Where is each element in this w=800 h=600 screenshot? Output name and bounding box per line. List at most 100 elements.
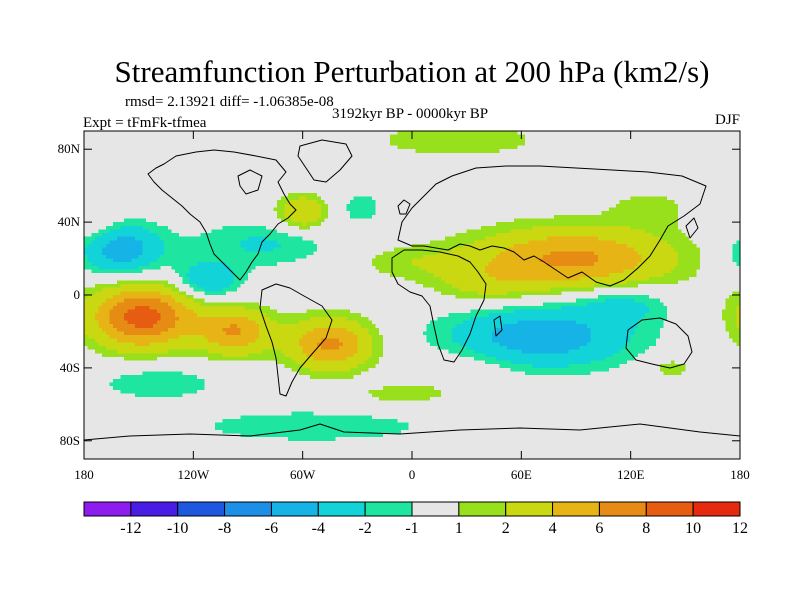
contour-cell — [427, 200, 431, 204]
contour-cell — [354, 222, 358, 226]
contour-cell — [401, 138, 405, 142]
contour-cell — [186, 171, 190, 175]
contour-cell — [456, 142, 460, 146]
contour-cell — [244, 178, 248, 182]
contour-cell — [164, 204, 168, 208]
contour-cell — [725, 218, 729, 222]
contour-cell — [463, 164, 467, 168]
contour-cell — [693, 153, 697, 157]
contour-cell — [292, 178, 296, 182]
contour-cell — [485, 218, 489, 222]
contour-cell — [445, 182, 449, 186]
contour-cell — [569, 204, 573, 208]
contour-cell — [525, 153, 529, 157]
contour-cell — [653, 138, 657, 142]
contour-cell — [259, 208, 263, 212]
contour-cell — [383, 142, 387, 146]
contour-cell — [529, 186, 533, 190]
contour-cell — [168, 171, 172, 175]
contour-cell — [558, 208, 562, 212]
contour-cell — [598, 222, 602, 226]
contour-cell — [532, 208, 536, 212]
contour-cell — [252, 164, 256, 168]
contour-cell — [164, 135, 168, 139]
contour-cell — [274, 215, 278, 219]
contour-cell — [343, 226, 347, 230]
contour-cell — [357, 189, 361, 193]
contour-cell — [456, 215, 460, 219]
contour-cell — [685, 157, 689, 161]
contour-cell — [423, 138, 427, 142]
contour-cell — [547, 178, 551, 182]
contour-cell — [671, 208, 675, 212]
contour-cell — [328, 218, 332, 222]
contour-cell — [193, 131, 197, 135]
contour-cell — [700, 171, 704, 175]
contour-cell — [536, 193, 540, 197]
contour-cell — [157, 189, 161, 193]
contour-cell — [609, 146, 613, 150]
contour-cell — [113, 200, 117, 204]
contour-cell — [456, 229, 460, 233]
contour-cell — [255, 215, 259, 219]
contour-cell — [248, 171, 252, 175]
contour-cell — [179, 182, 183, 186]
contour-cell — [704, 160, 708, 164]
contour-cell — [164, 222, 168, 226]
contour-cell — [653, 178, 657, 182]
contour-cell — [456, 146, 460, 150]
contour-cell — [529, 142, 533, 146]
contour-cell — [583, 153, 587, 157]
contour-cell — [303, 222, 307, 226]
contour-cell — [299, 167, 303, 171]
contour-cell — [241, 138, 245, 142]
contour-cell — [171, 146, 175, 150]
contour-cell — [572, 175, 576, 179]
contour-cell — [627, 226, 631, 230]
contour-cell — [518, 215, 522, 219]
contour-cell — [252, 197, 256, 201]
contour-cell — [423, 131, 427, 135]
contour-cell — [656, 189, 660, 193]
contour-cell — [514, 167, 518, 171]
contour-cell — [197, 175, 201, 179]
contour-cell — [354, 142, 358, 146]
contour-cell — [649, 222, 653, 226]
contour-cell — [219, 193, 223, 197]
contour-cell — [569, 222, 573, 226]
contour-cell — [689, 131, 693, 135]
contour-cell — [383, 182, 387, 186]
contour-cell — [171, 211, 175, 215]
contour-cell — [102, 211, 106, 215]
contour-cell — [368, 226, 372, 230]
contour-cell — [335, 186, 339, 190]
contour-cell — [412, 182, 416, 186]
contour-cell — [733, 211, 737, 215]
contour-cell — [215, 197, 219, 201]
contour-cell — [543, 160, 547, 164]
contour-cell — [416, 149, 420, 153]
contour-cell — [339, 175, 343, 179]
contour-cell — [328, 157, 332, 161]
contour-cell — [463, 204, 467, 208]
contour-cell — [405, 164, 409, 168]
contour-cell — [139, 222, 143, 226]
contour-cell — [110, 193, 114, 197]
contour-cell — [419, 182, 423, 186]
contour-cell — [95, 215, 99, 219]
contour-cell — [230, 226, 234, 230]
contour-cell — [416, 164, 420, 168]
contour-cell — [663, 208, 667, 212]
contour-cell — [696, 211, 700, 215]
contour-cell — [416, 167, 420, 171]
contour-cell — [463, 160, 467, 164]
contour-cell — [321, 222, 325, 226]
contour-cell — [704, 146, 708, 150]
contour-cell — [467, 182, 471, 186]
contour-cell — [88, 149, 92, 153]
contour-cell — [263, 153, 267, 157]
contour-cell — [263, 193, 267, 197]
contour-cell — [503, 186, 507, 190]
contour-cell — [645, 186, 649, 190]
contour-cell — [489, 160, 493, 164]
